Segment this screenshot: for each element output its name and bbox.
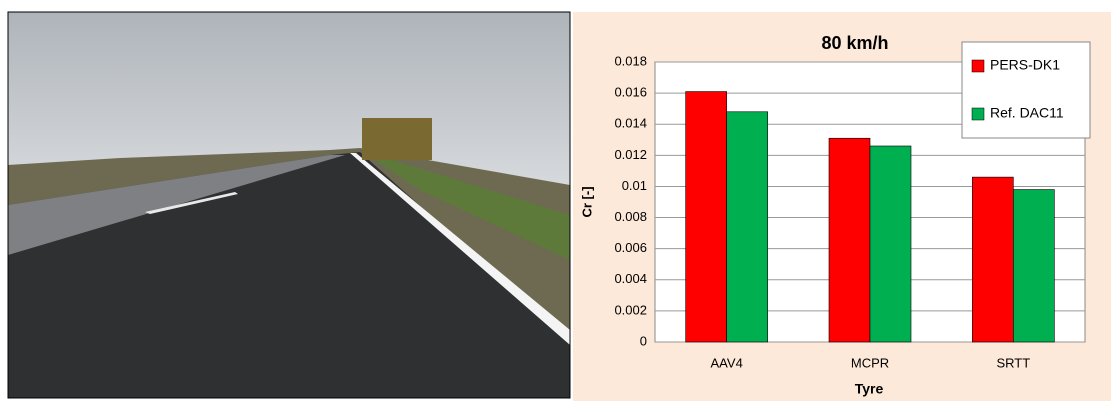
- x-tick-label: MCPR: [851, 355, 889, 370]
- x-tick-label: AAV4: [711, 355, 743, 370]
- bar: [828, 137, 871, 343]
- chart-title: 80 km/h: [821, 33, 888, 53]
- road: [8, 152, 570, 398]
- legend-swatch: [971, 107, 985, 121]
- y-tick-label: 0.018: [614, 53, 647, 68]
- legend-label: PERS-DK1: [990, 57, 1060, 73]
- road-photo: [7, 11, 571, 399]
- bar: [685, 91, 727, 343]
- grass: [360, 150, 570, 260]
- y-tick-label: 0.006: [614, 240, 647, 255]
- bar: [1013, 189, 1055, 343]
- bar: [972, 176, 1014, 343]
- edge-line: [350, 153, 570, 345]
- y-tick-label: 0.014: [614, 116, 647, 131]
- y-tick-label: 0.008: [614, 209, 647, 224]
- x-tick-label: SRTT: [996, 355, 1030, 370]
- bar: [869, 145, 912, 343]
- y-tick-label: 0.016: [614, 85, 647, 100]
- center-line: [145, 192, 238, 214]
- y-tick-label: 0.002: [614, 302, 647, 317]
- y-axis-label: Cr [-]: [579, 186, 594, 217]
- legend-label: Ref. DAC11: [990, 105, 1064, 121]
- legend-box: [961, 41, 1091, 139]
- photo-border: [7, 11, 571, 399]
- y-tick-label: 0.004: [614, 271, 647, 286]
- y-tick-label: 0: [640, 333, 647, 348]
- trees: [362, 118, 432, 160]
- legend-swatch: [971, 59, 985, 73]
- bar: [726, 111, 768, 343]
- y-tick-label: 0.01: [622, 178, 647, 193]
- x-axis-label: Tyre: [855, 381, 884, 397]
- y-tick-label: 0.012: [614, 147, 647, 162]
